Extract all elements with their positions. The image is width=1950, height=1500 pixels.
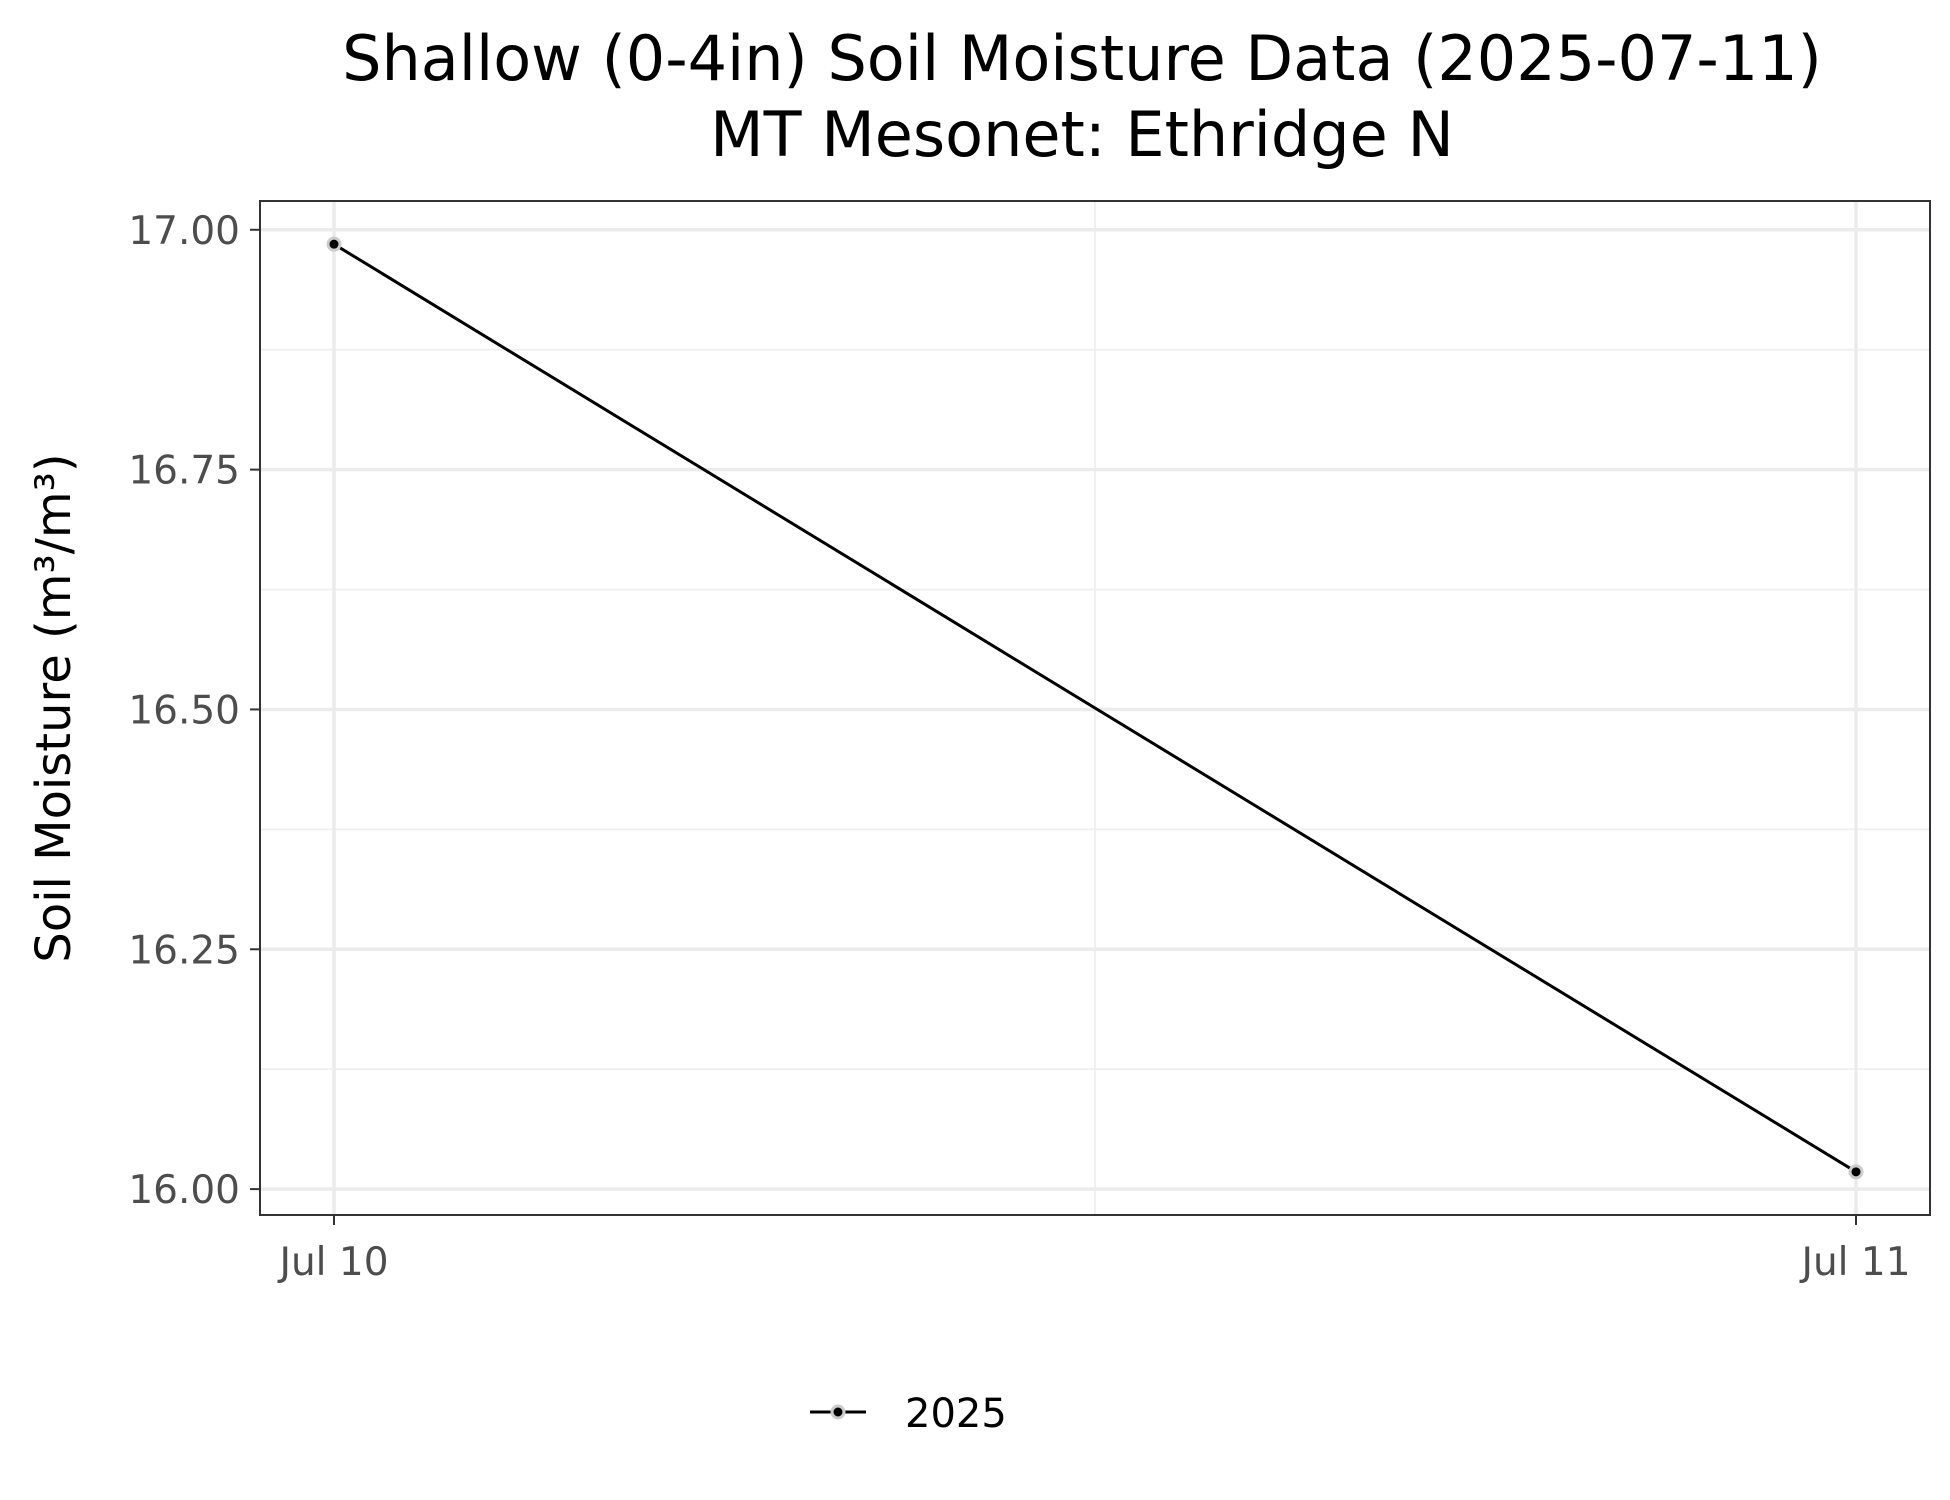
y-axis-title: Soil Moisture (m³/m³): [26, 453, 82, 962]
y-axis: 16.00 16.25 16.50 16.75 17.00: [128, 209, 260, 1213]
legend-label-2025: 2025: [905, 1391, 1007, 1437]
legend-key-point: [830, 1404, 846, 1420]
y-tick-label: 16.50: [128, 688, 240, 733]
minor-gridlines: [260, 201, 1930, 1215]
x-tick-label: Jul 10: [276, 1240, 388, 1285]
plot-border: [259, 200, 1931, 1216]
chart-title: Shallow (0-4in) Soil Moisture Data (2025…: [342, 22, 1822, 95]
series-line-2025: [333, 242, 1857, 1174]
legend: 2025: [810, 1391, 1007, 1437]
y-tick-label: 16.00: [128, 1168, 240, 1213]
series-layer: [326, 236, 1864, 1180]
x-tick-label: Jul 11: [1798, 1240, 1910, 1285]
y-tick-label: 16.25: [128, 928, 240, 973]
y-tick-label: 17.00: [128, 209, 240, 254]
x-axis: Jul 10 Jul 11: [276, 1215, 1911, 1285]
data-point: [326, 236, 342, 252]
data-point: [1848, 1164, 1864, 1180]
chart-subtitle: MT Mesonet: Ethridge N: [710, 98, 1454, 171]
major-gridlines: [260, 201, 1930, 1215]
y-tick-label: 16.75: [128, 449, 240, 494]
